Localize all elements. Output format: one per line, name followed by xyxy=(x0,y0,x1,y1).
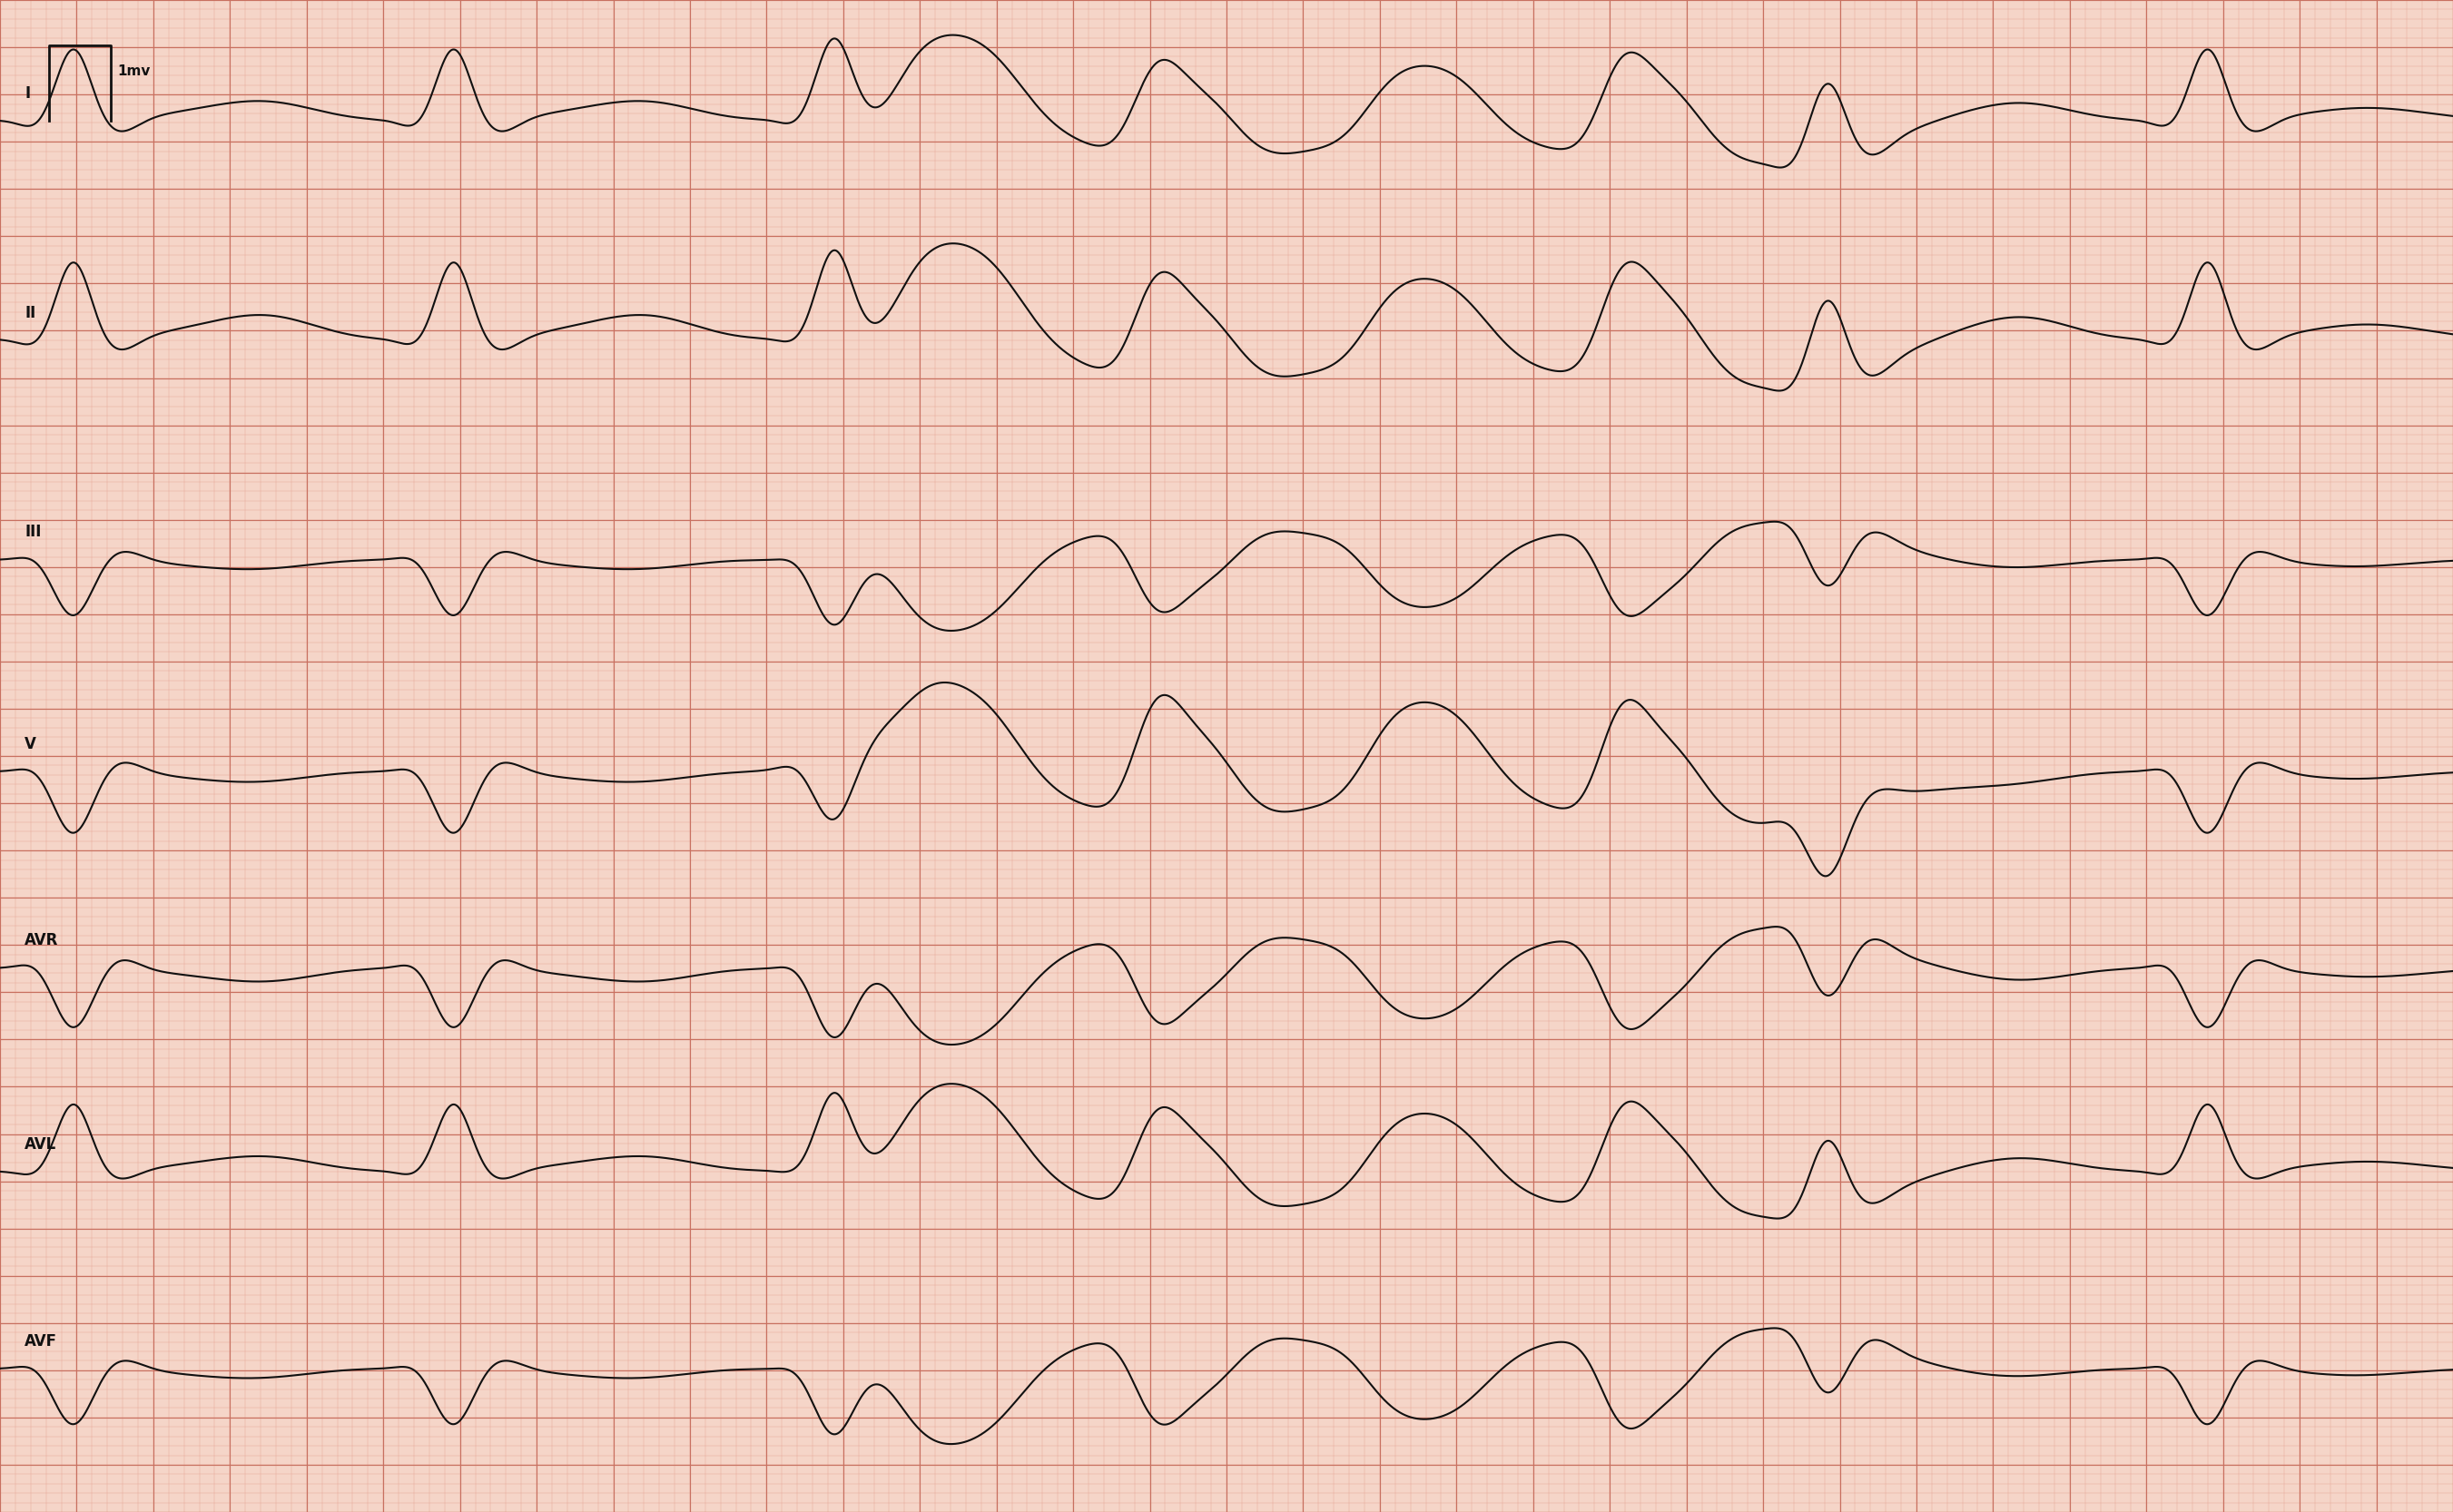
Text: V: V xyxy=(25,736,37,751)
Text: AVF: AVF xyxy=(25,1334,56,1349)
Text: 1mv: 1mv xyxy=(118,65,150,79)
Text: AVL: AVL xyxy=(25,1137,56,1152)
Text: II: II xyxy=(25,305,37,321)
Text: AVR: AVR xyxy=(25,933,59,948)
Text: III: III xyxy=(25,525,42,540)
Text: I: I xyxy=(25,86,29,101)
